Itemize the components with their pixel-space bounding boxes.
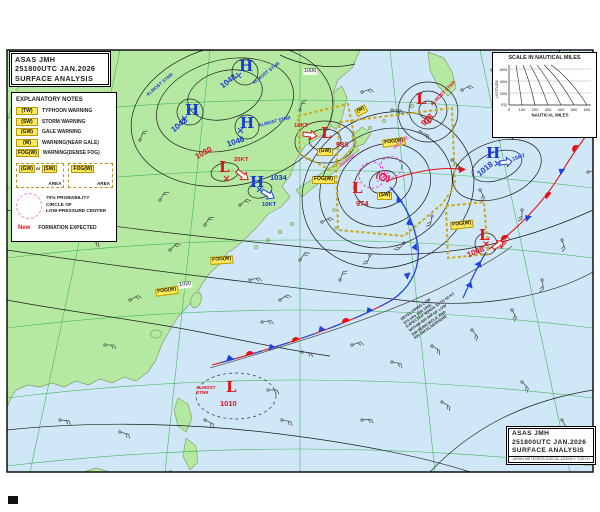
high-symbol-1034: H <box>250 173 265 191</box>
near-gale-warning-symbol: (W) <box>16 138 38 147</box>
chart-type: SURFACE ANALYSIS <box>15 73 94 83</box>
svg-text:400: 400 <box>558 107 565 112</box>
high-motion-1034: 10KT <box>262 202 277 208</box>
new-formation-symbol: New <box>18 225 31 231</box>
svg-text:100: 100 <box>519 107 526 112</box>
legend-heading: EXPLANATORY NOTES <box>16 97 83 103</box>
svg-text:0: 0 <box>508 107 511 112</box>
legend-row-fog: FOG(W) WARNING(DENSE FOG) <box>16 149 114 157</box>
high-symbol-1046: H <box>240 114 255 132</box>
gale-storm-area-stamp: (GW) or (SW) AREA <box>16 163 65 188</box>
warning-tag-gw: (GW) <box>317 148 333 156</box>
gale-warning-text: GALE WARNING <box>42 129 82 135</box>
warning-tag-fog-3: FOG(W) <box>210 255 234 265</box>
storm-warning-text: STORM WARNING <box>42 118 86 125</box>
legend-row-storm: (SW) STORM WARNING <box>16 117 114 126</box>
warning-tag-sw: (SW) <box>377 192 393 200</box>
low-value-988: 988 <box>336 140 349 149</box>
stamp-area-label-2: AREA <box>96 181 110 186</box>
near-gale-warning-text: WARNING(NEAR GALE) <box>42 139 99 146</box>
probability-circle-icon <box>16 193 42 219</box>
typhoon-warning-text: TYPHOON WARNING <box>42 108 93 114</box>
prob-text-line: 70% PROBABILITY <box>46 196 90 202</box>
fog-area-stamp: FOG(W) AREA <box>68 163 113 188</box>
low-symbol-1010: L <box>226 378 237 396</box>
stamp-fog-symbol: FOG(W) <box>71 165 95 173</box>
svg-text:40N: 40N <box>500 79 507 84</box>
center-marks <box>181 72 501 193</box>
motion-arrows <box>235 129 513 251</box>
svg-text:500: 500 <box>571 107 578 112</box>
legend-row-typhoon: (TW) TYPHOON WARNING <box>16 107 114 115</box>
high-symbol-1048: H <box>239 57 254 75</box>
prob-text-line: LOW-PRESSURE CENTER <box>46 209 107 215</box>
low-motion-988: 10KT <box>294 123 309 129</box>
low-symbol-1030: L <box>219 158 230 176</box>
high-symbol-1018: H <box>486 144 501 162</box>
low-value-1010: 1010 <box>220 399 237 408</box>
fog-warning-symbol: FOG(W) <box>16 149 39 157</box>
title-box-top-left: ASAS JMH 251800UTC JAN.2026 SURFACE ANAL… <box>11 53 109 86</box>
svg-text:EQ: EQ <box>501 102 507 107</box>
svg-text:60N: 60N <box>500 67 507 72</box>
warning-tag-fog-2: FOG(W) <box>312 176 335 184</box>
scale-ylabel: LATITUDE <box>495 79 500 99</box>
scale-title: SCALE IN NAUTICAL MILES <box>508 55 581 61</box>
scale-graph: 60N 40N 20N EQ 0 100 200 300 400 500 600… <box>500 64 591 118</box>
high-value-1034: 1034 <box>270 173 287 182</box>
isobar-label-1000: 1000 <box>303 68 318 75</box>
chart-type-bottom: SURFACE ANALYSIS <box>512 447 585 455</box>
legend-box: EXPLANATORY NOTES (TW) TYPHOON WARNING (… <box>11 92 117 242</box>
legend-row-near-gale: (W) WARNING(NEAR GALE) <box>16 138 114 147</box>
low-symbol-1008: L <box>479 226 490 244</box>
stamp-area-label-1: AREA <box>48 181 62 186</box>
stamp-sw-symbol: (SW) <box>41 165 58 173</box>
high-symbol-1042: H <box>185 101 200 119</box>
warning-area-borders <box>296 102 490 260</box>
scale-box: SCALE IN NAUTICAL MILES LATITUDE 60N 40N… <box>492 52 597 138</box>
chart-datetime: 251800UTC JAN.2026 <box>15 64 96 74</box>
low-motion-1030: 20KT <box>234 157 249 163</box>
low-center-symbol <box>376 116 489 247</box>
svg-text:300: 300 <box>545 107 552 112</box>
fog-warning-text: WARNING(DENSE FOG) <box>42 150 100 156</box>
chart-id: ASAS JMH <box>15 55 56 64</box>
prob-text-line: CIRCLE OF <box>46 202 72 208</box>
storm-warning-symbol: (SW) <box>16 117 38 126</box>
legend-row-gale: (GW) GALE WARNING <box>16 128 114 136</box>
low-symbol-974: L <box>352 179 363 197</box>
new-formation-text: FORMATION EXPECTED <box>38 225 97 231</box>
low-value-974: 974 <box>356 199 369 208</box>
agency-name: JAPAN METEOROLOGICAL AGENCY TOKYO <box>509 455 593 462</box>
stamp-or: or <box>35 166 41 171</box>
low-symbol-978: L <box>416 90 427 108</box>
low-motion-1010: ALMOST STNR <box>196 385 216 396</box>
chart-id-bottom: ASAS JMH <box>512 430 550 437</box>
svg-text:NAUTICAL MILES: NAUTICAL MILES <box>532 113 569 118</box>
svg-text:200: 200 <box>532 107 539 112</box>
title-box-bottom-right: ASAS JMH 251800UTC JAN.2026 SURFACE ANAL… <box>508 428 594 464</box>
gale-warning-symbol: (GW) <box>16 128 38 136</box>
chart-datetime-bottom: 251800UTC JAN.2026 <box>512 438 587 446</box>
low-symbol-988: L <box>321 124 332 142</box>
typhoon-warning-symbol: (TW) <box>16 107 38 115</box>
stamp-gw-symbol: (GW) <box>19 165 35 173</box>
svg-text:20N: 20N <box>500 91 507 96</box>
fronts <box>211 52 591 366</box>
svg-text:600: 600 <box>584 107 591 112</box>
